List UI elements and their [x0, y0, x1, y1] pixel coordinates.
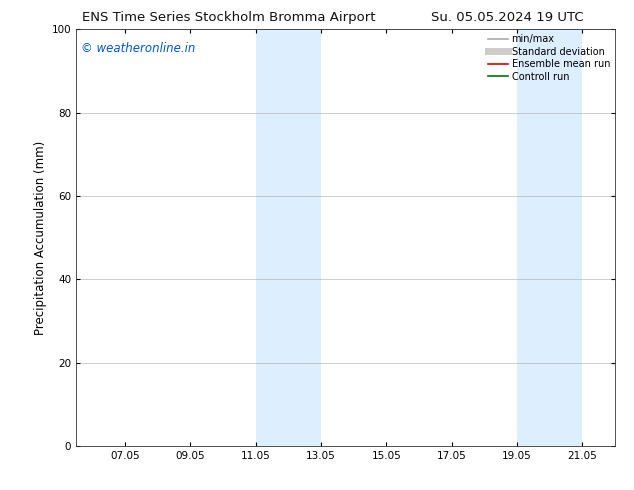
Text: © weatheronline.in: © weatheronline.in — [81, 42, 196, 55]
Bar — [256, 29, 321, 446]
Text: Su. 05.05.2024 19 UTC: Su. 05.05.2024 19 UTC — [431, 11, 584, 24]
Legend: min/max, Standard deviation, Ensemble mean run, Controll run: min/max, Standard deviation, Ensemble me… — [486, 32, 612, 83]
Bar — [517, 29, 582, 446]
Y-axis label: Precipitation Accumulation (mm): Precipitation Accumulation (mm) — [34, 141, 48, 335]
Text: ENS Time Series Stockholm Bromma Airport: ENS Time Series Stockholm Bromma Airport — [82, 11, 376, 24]
